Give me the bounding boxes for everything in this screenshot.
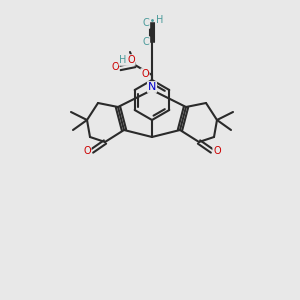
Text: O: O xyxy=(213,146,221,156)
Text: O: O xyxy=(141,69,149,79)
Text: O: O xyxy=(127,55,135,65)
Text: H: H xyxy=(156,15,164,25)
Text: N: N xyxy=(148,82,156,92)
Text: H: H xyxy=(119,55,127,65)
Text: O: O xyxy=(83,146,91,156)
Text: C: C xyxy=(142,37,149,47)
Text: O: O xyxy=(111,62,119,72)
Text: C: C xyxy=(142,18,149,28)
